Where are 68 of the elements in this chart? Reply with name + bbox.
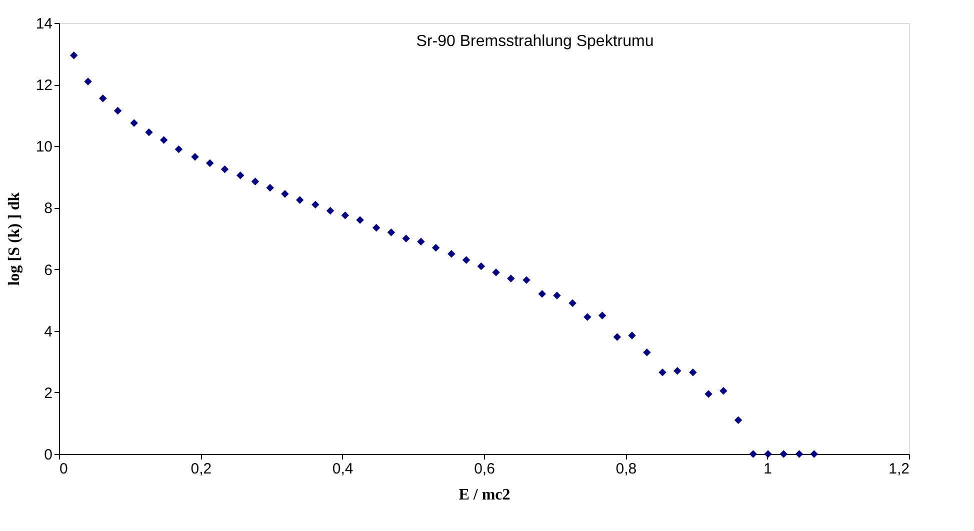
x-tick-label: 0,8 — [616, 460, 637, 478]
point — [643, 348, 651, 356]
point — [749, 450, 758, 458]
point — [387, 228, 396, 236]
point — [236, 172, 244, 180]
x-axis-title: E / mc2 — [458, 486, 510, 504]
point — [326, 206, 334, 215]
point — [356, 216, 364, 224]
point — [251, 178, 260, 186]
point — [477, 262, 486, 270]
point — [507, 274, 515, 282]
point — [191, 153, 199, 161]
y-tick-label: 14 — [36, 16, 52, 32]
point — [432, 244, 440, 252]
text: Sr-90 Bremsstrahlung Spektrumu — [416, 33, 654, 50]
x-tick-label: 0,6 — [474, 460, 495, 478]
point — [114, 106, 122, 115]
point — [174, 145, 183, 154]
x-tick-label: 1 — [764, 460, 772, 478]
point — [584, 313, 592, 321]
point — [296, 196, 304, 204]
point — [522, 276, 530, 284]
point — [70, 51, 78, 60]
y-tick-label: 0 — [44, 446, 52, 464]
point — [492, 268, 500, 276]
point — [795, 450, 804, 458]
point — [145, 128, 153, 136]
y-tick-label: 2 — [44, 384, 52, 402]
point — [402, 234, 410, 242]
point — [734, 416, 742, 424]
point — [266, 184, 274, 192]
point — [780, 450, 788, 458]
point — [658, 368, 666, 376]
point — [372, 224, 380, 232]
point — [281, 190, 289, 198]
point — [538, 290, 546, 298]
point — [462, 256, 470, 264]
point — [613, 333, 622, 341]
point — [810, 450, 818, 458]
point — [674, 367, 682, 375]
point — [417, 238, 425, 246]
x-tick-label: 0,2 — [190, 460, 212, 478]
point — [689, 368, 697, 376]
point — [341, 212, 350, 220]
point — [764, 450, 772, 458]
point — [448, 250, 456, 258]
point — [553, 292, 561, 300]
y-tick-label: 6 — [44, 262, 52, 279]
x-tick-label: 1,2 — [888, 460, 910, 478]
y-tick-label: 4 — [44, 323, 52, 340]
y-tick-label: 8 — [44, 200, 52, 218]
point — [160, 136, 168, 144]
point — [84, 78, 92, 86]
point — [130, 119, 138, 127]
y-tick-label: 10 — [36, 138, 52, 156]
point — [598, 312, 606, 320]
point — [628, 332, 636, 340]
point — [99, 94, 107, 102]
x-tick-label: 0,4 — [332, 460, 354, 478]
y-axis-title: log [S (k) ] dk — [6, 192, 23, 286]
point — [704, 390, 712, 398]
y-tick-label: 12 — [36, 77, 52, 94]
point — [220, 165, 229, 174]
point — [206, 159, 214, 167]
point — [568, 299, 576, 308]
x-tick-label: 0 — [60, 460, 68, 478]
point — [312, 200, 320, 209]
point — [720, 387, 728, 395]
